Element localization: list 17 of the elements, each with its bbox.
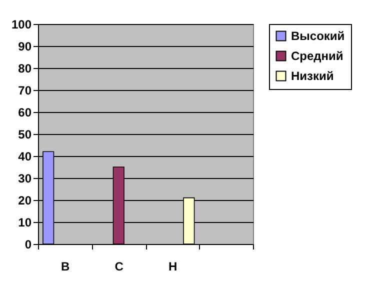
y-tick-label: 10 — [18, 216, 32, 230]
legend-label: Низкий — [291, 69, 334, 83]
y-tick-label: 30 — [18, 172, 32, 186]
y-tick-label: 90 — [18, 40, 32, 54]
x-tick-label: С — [114, 260, 124, 274]
y-tick-label: 50 — [18, 128, 32, 142]
x-tick-label: Н — [168, 260, 178, 274]
legend-label: Средний — [291, 49, 344, 63]
y-tick-label: 80 — [18, 62, 32, 76]
y-tick-label: 20 — [18, 194, 32, 208]
y-tick-label: 100 — [11, 18, 32, 32]
y-tick-label: 40 — [18, 150, 32, 164]
x-tick-label: В — [61, 260, 70, 274]
y-tick-label: 60 — [18, 106, 32, 120]
y-tick-label: 0 — [24, 238, 32, 252]
y-tick-label: 70 — [18, 84, 32, 98]
legend-label: Высокий — [291, 29, 345, 43]
